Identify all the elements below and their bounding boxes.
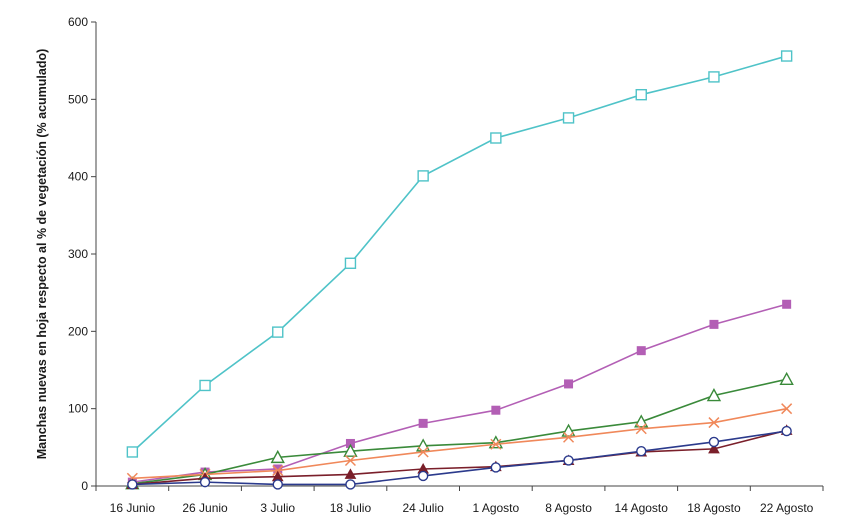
y-tick-label: 500 <box>68 92 88 106</box>
x-tick-label: 24 Julio <box>402 501 444 515</box>
data-point <box>781 403 793 415</box>
series-1 <box>126 50 793 458</box>
data-point <box>708 436 720 448</box>
data-point <box>779 371 794 385</box>
x-marker-stroke <box>490 438 502 450</box>
data-point <box>706 388 722 402</box>
data-point <box>563 431 575 443</box>
data-point <box>635 423 647 435</box>
data-point <box>490 132 502 144</box>
data-point <box>199 476 211 488</box>
data-point <box>634 414 649 428</box>
x-marker-stroke <box>781 403 793 415</box>
y-tick-label: 100 <box>68 402 88 416</box>
x-tick-label: 18 Agosto <box>687 501 741 515</box>
data-point <box>199 379 211 392</box>
data-point <box>344 454 356 467</box>
data-point <box>272 479 283 490</box>
data-point <box>270 449 285 464</box>
series-line <box>132 303 787 483</box>
series-line <box>132 430 787 486</box>
data-point <box>708 442 720 454</box>
data-point <box>344 468 357 479</box>
series-line <box>132 407 787 480</box>
data-point <box>272 465 284 477</box>
data-point <box>417 446 429 458</box>
y-tick-label: 400 <box>68 170 88 184</box>
data-point <box>708 71 720 83</box>
x-tick-label: 8 Agosto <box>545 501 592 515</box>
x-tick-label: 22 Agosto <box>760 501 814 515</box>
data-point <box>418 418 428 428</box>
y-axis-ticks: 0 100 200 300 400 500 600 <box>68 15 96 493</box>
data-point <box>417 170 429 182</box>
x-marker-stroke <box>272 465 284 477</box>
data-point <box>635 88 647 101</box>
series-line <box>132 378 787 485</box>
data-point <box>272 326 284 338</box>
data-point <box>782 299 792 309</box>
data-point <box>563 455 574 466</box>
data-point <box>780 50 793 62</box>
x-marker-stroke <box>344 454 356 467</box>
data-point <box>345 479 356 490</box>
data-point <box>781 425 792 437</box>
data-point <box>708 417 720 429</box>
series-4 <box>126 403 793 484</box>
data-point <box>562 112 575 124</box>
x-marker-stroke <box>563 431 575 443</box>
data-point <box>417 470 429 482</box>
series-line <box>131 55 787 453</box>
plot-area <box>125 50 794 490</box>
x-marker-stroke <box>417 446 429 458</box>
y-tick-label: 300 <box>68 247 88 261</box>
data-point <box>127 479 138 490</box>
x-tick-label: 18 Julio <box>330 501 372 515</box>
x-tick-label: 1 Agosto <box>472 501 519 515</box>
x-tick-label: 3 Julio <box>260 501 295 515</box>
y-tick-label: 200 <box>68 324 88 338</box>
x-tick-label: 16 Junio <box>110 501 156 515</box>
x-marker-stroke <box>708 417 720 429</box>
x-axis-ticks: 16 Junio 26 Junio 3 Julio 18 Julio 24 Julio 1… <box>95 486 824 515</box>
data-point <box>491 405 501 415</box>
x-tick-label: 26 Junio <box>182 501 228 515</box>
data-point <box>490 438 502 450</box>
y-tick-label: 0 <box>81 479 88 493</box>
x-tick-label: 14 Agosto <box>615 501 669 515</box>
data-point <box>343 443 358 457</box>
x-marker-stroke <box>635 423 647 435</box>
data-point <box>709 319 719 329</box>
series-line <box>132 429 787 486</box>
series-5 <box>126 424 793 489</box>
series-2 <box>127 299 792 487</box>
y-axis-title: Manchas nuevas en hoja respecto al % de … <box>35 49 49 460</box>
y-tick-label: 600 <box>68 15 88 29</box>
data-point <box>126 446 139 458</box>
data-point <box>344 257 357 269</box>
data-point <box>490 462 502 473</box>
series-6 <box>127 425 792 490</box>
data-point <box>636 346 646 356</box>
data-point <box>636 446 647 457</box>
data-point <box>564 379 574 389</box>
